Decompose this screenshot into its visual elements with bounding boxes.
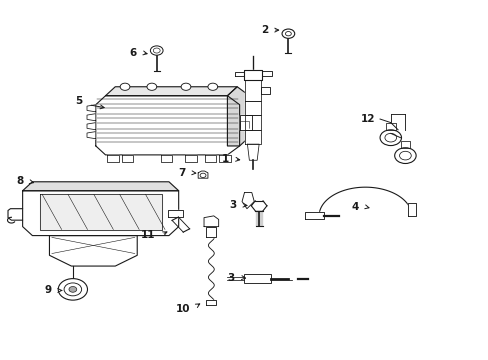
Polygon shape xyxy=(262,71,271,76)
Text: 3: 3 xyxy=(227,273,234,283)
Text: 5: 5 xyxy=(75,96,82,106)
Polygon shape xyxy=(160,155,172,162)
Polygon shape xyxy=(261,87,270,94)
Polygon shape xyxy=(245,80,261,101)
Polygon shape xyxy=(105,87,237,96)
Polygon shape xyxy=(96,96,239,155)
Polygon shape xyxy=(87,132,96,139)
Polygon shape xyxy=(242,193,254,209)
Circle shape xyxy=(384,134,396,142)
Text: 7: 7 xyxy=(178,168,185,178)
Polygon shape xyxy=(40,194,161,230)
Circle shape xyxy=(399,151,410,160)
Circle shape xyxy=(150,46,163,55)
Polygon shape xyxy=(203,216,218,226)
Polygon shape xyxy=(87,123,96,130)
Text: 9: 9 xyxy=(45,285,52,296)
Text: 1: 1 xyxy=(221,154,228,164)
Polygon shape xyxy=(245,116,261,130)
Polygon shape xyxy=(87,114,96,121)
Circle shape xyxy=(394,148,415,163)
Polygon shape xyxy=(239,116,251,130)
Circle shape xyxy=(181,83,190,90)
Text: 2: 2 xyxy=(260,25,267,35)
Circle shape xyxy=(285,32,291,36)
Polygon shape xyxy=(385,123,395,130)
Polygon shape xyxy=(234,72,243,76)
Polygon shape xyxy=(122,155,133,162)
Polygon shape xyxy=(204,155,216,162)
Circle shape xyxy=(207,83,217,90)
Polygon shape xyxy=(227,87,249,146)
Polygon shape xyxy=(198,171,207,178)
Polygon shape xyxy=(167,210,182,217)
Polygon shape xyxy=(407,203,415,216)
Polygon shape xyxy=(219,155,230,162)
Text: 6: 6 xyxy=(129,48,136,58)
Circle shape xyxy=(282,29,294,39)
Circle shape xyxy=(153,48,160,53)
Polygon shape xyxy=(247,144,259,160)
Polygon shape xyxy=(184,155,196,162)
Circle shape xyxy=(58,279,87,300)
Polygon shape xyxy=(244,69,262,80)
Text: 3: 3 xyxy=(229,200,236,210)
Text: 11: 11 xyxy=(141,230,156,239)
Text: 10: 10 xyxy=(175,304,189,314)
Bar xyxy=(244,274,271,283)
Polygon shape xyxy=(305,212,324,220)
Polygon shape xyxy=(245,101,261,116)
Polygon shape xyxy=(87,105,96,112)
Polygon shape xyxy=(206,226,216,237)
Circle shape xyxy=(200,173,205,177)
Polygon shape xyxy=(107,155,119,162)
Circle shape xyxy=(120,83,130,90)
Text: 4: 4 xyxy=(351,202,358,212)
Polygon shape xyxy=(400,141,409,148)
Text: 12: 12 xyxy=(360,114,374,124)
Circle shape xyxy=(379,130,401,145)
Circle shape xyxy=(64,283,81,296)
Text: 8: 8 xyxy=(17,176,24,186)
Polygon shape xyxy=(245,130,261,144)
Circle shape xyxy=(69,287,77,292)
Polygon shape xyxy=(22,191,178,235)
Polygon shape xyxy=(22,182,178,191)
Polygon shape xyxy=(49,235,137,266)
Polygon shape xyxy=(206,301,216,305)
Circle shape xyxy=(147,83,157,90)
